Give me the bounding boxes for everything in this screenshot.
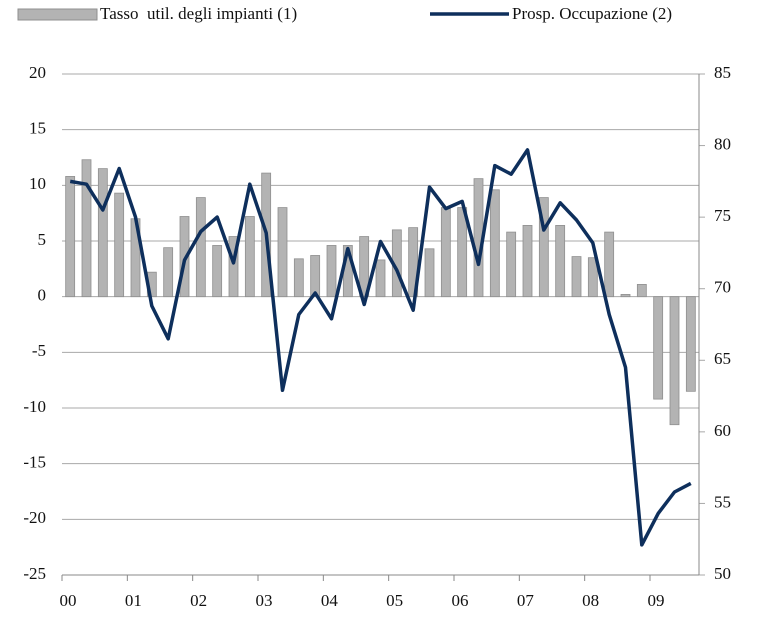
- y-tick-label: -15: [23, 453, 46, 472]
- bar: [97, 168, 108, 298]
- y2-tick-label: 50: [714, 564, 731, 583]
- bar: [326, 245, 337, 298]
- x-tick-label: 05: [386, 591, 403, 610]
- y2-tick-label: 70: [714, 278, 731, 297]
- x-tick-label: 04: [321, 591, 339, 610]
- x-tick-label: 07: [517, 591, 535, 610]
- bar: [604, 231, 615, 298]
- y-tick-label: -20: [23, 508, 46, 527]
- bar: [587, 257, 598, 298]
- y-tick-label: 15: [29, 119, 46, 138]
- x-tick-label: 01: [125, 591, 142, 610]
- bar: [685, 296, 696, 392]
- bar: [424, 248, 435, 298]
- bar: [359, 236, 370, 298]
- bar: [669, 296, 680, 426]
- y-tick-label: 5: [38, 230, 47, 249]
- y2-tick-label: 80: [714, 134, 731, 153]
- bar: [228, 236, 239, 298]
- bar: [408, 227, 419, 298]
- x-tick-label: 00: [60, 591, 77, 610]
- x-tick-label: 09: [648, 591, 665, 610]
- y-tick-label: -25: [23, 564, 46, 583]
- y-tick-label: 20: [29, 63, 46, 82]
- bar: [538, 197, 549, 298]
- y-tick-label: -10: [23, 397, 46, 416]
- y-tick-label: -5: [32, 341, 46, 360]
- x-tick-label: 03: [256, 591, 273, 610]
- y-tick-label: 0: [38, 286, 47, 305]
- bar: [457, 207, 468, 298]
- bar: [440, 207, 451, 298]
- bar: [522, 225, 533, 298]
- legend-label: Prosp. Occupazione (2): [512, 4, 672, 23]
- y2-tick-label: 65: [714, 349, 731, 368]
- bar: [653, 296, 664, 400]
- bar: [114, 192, 125, 298]
- bar: [310, 255, 321, 298]
- bar: [212, 245, 223, 298]
- bar: [489, 189, 500, 298]
- x-tick-label: 08: [582, 591, 599, 610]
- bar: [555, 225, 566, 298]
- bar: [620, 294, 631, 298]
- legend-swatch: [17, 8, 98, 21]
- y-tick-label: 10: [29, 174, 46, 193]
- bar: [81, 159, 92, 298]
- x-tick-label: 02: [190, 591, 207, 610]
- bar: [506, 231, 517, 298]
- y2-tick-label: 55: [714, 492, 731, 511]
- bar: [375, 259, 386, 298]
- legend-label: Tasso util. degli impianti (1): [100, 4, 297, 23]
- y2-tick-label: 85: [714, 63, 731, 82]
- bar: [571, 256, 582, 298]
- bar: [244, 216, 255, 298]
- bar: [195, 197, 206, 298]
- bar: [293, 258, 304, 298]
- bar: [163, 247, 174, 298]
- y2-tick-label: 60: [714, 421, 731, 440]
- bar: [65, 176, 76, 298]
- line: [69, 148, 692, 547]
- x-tick-label: 06: [452, 591, 469, 610]
- y2-tick-label: 75: [714, 206, 731, 225]
- bar: [277, 207, 288, 298]
- bar: [636, 284, 647, 298]
